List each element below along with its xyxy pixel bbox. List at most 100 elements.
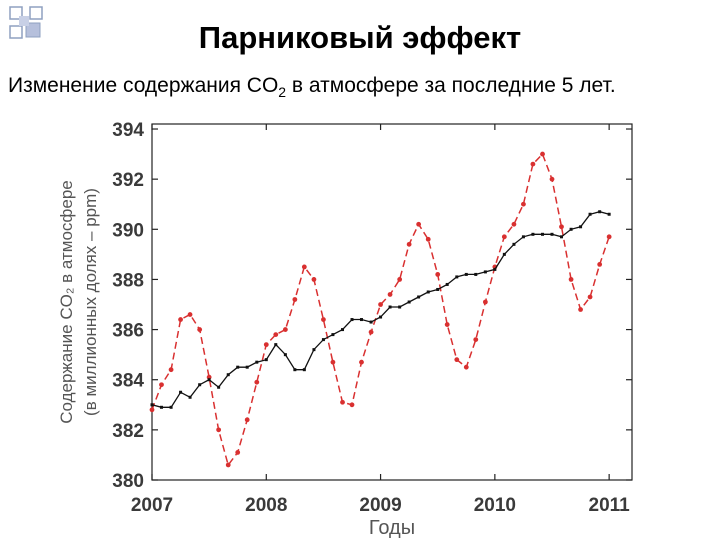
data-point-monthly	[378, 302, 383, 307]
data-point-monthly	[321, 317, 326, 322]
data-point-trend	[521, 235, 525, 239]
data-point-trend	[159, 405, 163, 409]
y-tick-label: 386	[112, 321, 144, 342]
data-point-monthly	[463, 364, 469, 370]
y-tick-label: 390	[112, 220, 144, 241]
data-point-monthly	[178, 317, 183, 322]
data-point-monthly	[216, 427, 222, 433]
data-point-trend	[169, 405, 173, 409]
data-point-monthly	[606, 234, 612, 240]
data-point-monthly	[273, 332, 279, 337]
data-point-trend	[474, 272, 478, 276]
data-point-trend	[550, 232, 554, 236]
data-point-monthly	[330, 359, 336, 365]
data-point-trend	[531, 232, 535, 236]
data-point-trend	[379, 315, 383, 319]
data-point-monthly	[159, 382, 164, 388]
y-tick-label: 382	[112, 421, 144, 442]
data-point-trend	[350, 318, 354, 322]
data-point-trend	[588, 212, 592, 216]
data-point-monthly	[301, 264, 307, 270]
data-point-monthly	[473, 337, 479, 343]
y-tick-label: 392	[112, 170, 144, 191]
plot-frame	[151, 123, 633, 481]
y-axis-label-line2: (в миллионных долях – ppm)	[81, 188, 100, 416]
data-point-trend	[179, 390, 183, 394]
data-point-trend	[426, 290, 430, 294]
data-point-monthly	[244, 417, 250, 423]
data-point-monthly	[387, 292, 393, 297]
data-point-monthly	[263, 342, 269, 348]
data-point-monthly	[254, 379, 260, 385]
data-point-trend	[388, 305, 392, 309]
data-point-monthly	[149, 407, 155, 413]
data-point-trend	[436, 287, 440, 291]
data-point-monthly	[425, 236, 431, 242]
x-axis-label: Годы	[369, 517, 415, 539]
data-point-trend	[398, 305, 402, 309]
data-point-trend	[255, 360, 259, 364]
co2-line-chart: 380 382 384 386 388 390 392 394 2007 2008 2009 2010…	[54, 116, 638, 540]
data-point-trend	[331, 333, 335, 337]
data-point-monthly	[549, 176, 555, 182]
x-tick-label: 2007	[131, 495, 173, 516]
data-point-monthly	[444, 322, 450, 327]
data-point-trend	[445, 282, 449, 286]
data-point-trend	[512, 242, 516, 246]
data-point-trend	[417, 295, 421, 299]
data-point-trend	[274, 343, 278, 347]
chart-background	[54, 116, 638, 540]
subtitle-text: Изменение содержания CO	[8, 74, 279, 97]
data-point-monthly	[454, 357, 460, 363]
data-point-monthly	[530, 161, 536, 167]
x-tick-label: 2011	[589, 495, 631, 516]
data-point-monthly	[349, 402, 355, 408]
data-point-monthly	[501, 234, 507, 240]
slide-title: Парниковый эффект	[198, 20, 522, 55]
data-point-monthly	[521, 201, 526, 207]
decorative-squares-icon	[9, 6, 43, 39]
data-point-trend	[464, 272, 468, 276]
y-tick-label: 394	[112, 120, 144, 141]
data-point-trend	[341, 328, 345, 332]
data-point-monthly	[282, 327, 288, 332]
subtitle-subscript: 2	[278, 84, 287, 101]
x-tick-label: 2010	[474, 495, 516, 516]
data-point-trend	[455, 275, 459, 279]
x-tick-label: 2008	[245, 495, 287, 516]
data-point-trend	[207, 378, 211, 382]
y-tick-label: 388	[112, 270, 144, 291]
data-point-trend	[312, 348, 316, 352]
data-point-trend	[598, 210, 602, 214]
data-point-trend	[293, 368, 297, 372]
data-point-monthly	[397, 277, 403, 282]
data-point-monthly	[368, 329, 374, 335]
data-point-monthly	[559, 224, 564, 230]
data-point-monthly	[406, 241, 412, 247]
data-point-monthly	[540, 151, 545, 157]
data-point-monthly	[235, 450, 241, 455]
data-point-trend	[502, 252, 506, 256]
data-point-trend	[264, 358, 268, 362]
data-point-monthly	[435, 272, 441, 277]
data-point-trend	[493, 267, 497, 271]
slide-subtitle: Изменение содержания CO2 в атмосфере за …	[8, 74, 616, 100]
data-point-trend	[569, 227, 573, 231]
data-point-trend	[188, 395, 192, 399]
data-point-monthly	[340, 399, 345, 405]
data-point-trend	[302, 368, 306, 372]
data-point-trend	[217, 385, 221, 389]
data-point-monthly	[587, 294, 593, 300]
data-point-monthly	[597, 261, 603, 267]
subtitle-text-rest: в атмосфере за последние 5 лет.	[286, 74, 616, 97]
data-point-trend	[369, 320, 373, 324]
data-point-trend	[607, 212, 611, 216]
y-tick-label: 384	[112, 371, 144, 392]
data-point-monthly	[482, 299, 488, 305]
data-point-trend	[226, 373, 230, 377]
data-point-trend	[283, 353, 287, 357]
data-point-trend	[359, 318, 363, 322]
y-tick-label: 380	[112, 471, 144, 492]
data-point-monthly	[225, 462, 231, 468]
data-point-monthly	[311, 277, 317, 282]
